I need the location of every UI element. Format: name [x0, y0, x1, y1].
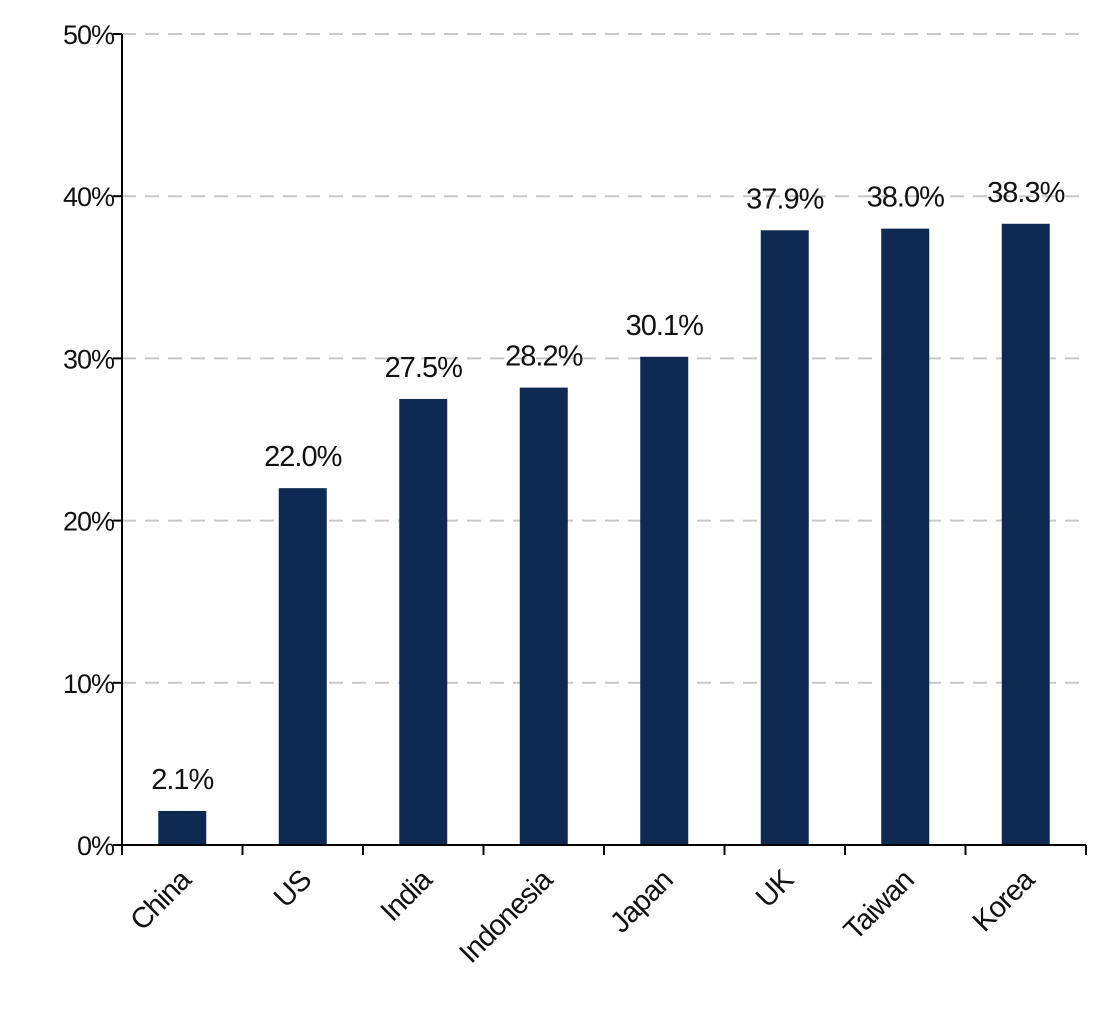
x-category-label: Korea	[967, 863, 1042, 938]
y-tick-label: 50%	[63, 20, 115, 50]
bar-japan	[640, 356, 689, 845]
x-category-label: US	[268, 864, 318, 914]
bars	[158, 223, 1050, 846]
x-category-label: Taiwan	[838, 864, 920, 946]
data-label-india: 27.5%	[385, 352, 462, 384]
y-tick-label: 30%	[63, 344, 115, 374]
bar-us	[278, 488, 327, 845]
data-label-us: 22.0%	[264, 441, 341, 473]
bar-taiwan	[881, 228, 930, 845]
x-category-label: Japan	[604, 864, 679, 939]
x-axis-ticks	[121, 845, 1087, 855]
gridlines	[122, 33, 1086, 684]
bar-uk	[760, 230, 809, 846]
bar-india	[399, 398, 448, 845]
bar-china	[158, 810, 207, 845]
data-label-taiwan: 38.0%	[867, 182, 944, 214]
axes	[121, 34, 1086, 846]
data-label-indonesia: 28.2%	[505, 341, 582, 373]
x-category-label: Indonesia	[453, 863, 560, 970]
x-category-label: China	[125, 863, 199, 937]
x-category-label: India	[375, 863, 440, 928]
data-label-china: 2.1%	[151, 764, 213, 796]
data-label-uk: 37.9%	[746, 183, 823, 215]
y-tick-label: 0%	[77, 831, 115, 861]
data-labels: 2.1% 22.0% 27.5% 28.2% 30.1% 37.9% 38.0% 38.3%	[151, 177, 1065, 796]
x-category-label: UK	[750, 863, 801, 914]
bar-indonesia	[519, 387, 568, 845]
y-tick-label: 10%	[63, 669, 115, 699]
y-tick-label: 40%	[63, 182, 115, 212]
data-label-japan: 30.1%	[626, 310, 703, 342]
bar-korea	[1001, 223, 1050, 846]
y-axis-ticks: 0% 10% 20% 30% 40% 50%	[63, 20, 122, 861]
category-labels: China US India Indonesia Japan UK Taiwan Korea	[125, 863, 1042, 970]
y-tick-label: 20%	[63, 507, 115, 537]
data-label-korea: 38.3%	[987, 177, 1064, 209]
